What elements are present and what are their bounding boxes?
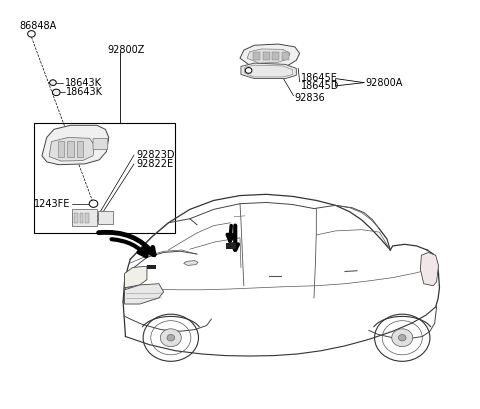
Text: 92823D: 92823D bbox=[136, 150, 174, 160]
Polygon shape bbox=[240, 44, 300, 67]
Text: 92800A: 92800A bbox=[365, 78, 403, 88]
Bar bbox=[282, 52, 288, 60]
FancyBboxPatch shape bbox=[93, 138, 108, 150]
Circle shape bbox=[167, 335, 175, 341]
Bar bbox=[263, 52, 270, 60]
Text: 18643K: 18643K bbox=[65, 78, 102, 88]
Bar bbox=[80, 213, 84, 223]
Text: 18643K: 18643K bbox=[66, 88, 103, 97]
Bar bbox=[85, 213, 89, 223]
Bar bbox=[74, 213, 78, 223]
Bar bbox=[147, 265, 156, 270]
Polygon shape bbox=[124, 266, 147, 288]
Circle shape bbox=[28, 31, 35, 37]
Circle shape bbox=[160, 329, 181, 347]
Polygon shape bbox=[420, 252, 439, 286]
Bar bbox=[226, 243, 236, 249]
Polygon shape bbox=[184, 261, 198, 265]
Polygon shape bbox=[49, 137, 95, 161]
Bar bbox=[77, 141, 84, 157]
Polygon shape bbox=[42, 125, 109, 165]
Bar bbox=[34, 123, 175, 233]
Bar bbox=[273, 52, 279, 60]
Bar bbox=[98, 211, 113, 224]
Circle shape bbox=[89, 200, 98, 207]
Circle shape bbox=[392, 329, 413, 347]
Text: 1243FE: 1243FE bbox=[34, 199, 70, 209]
Polygon shape bbox=[241, 63, 296, 79]
Bar bbox=[58, 141, 64, 157]
Circle shape bbox=[52, 89, 60, 96]
Text: 18645E: 18645E bbox=[301, 73, 338, 83]
Circle shape bbox=[398, 335, 406, 341]
Bar bbox=[253, 52, 260, 60]
Text: 86848A: 86848A bbox=[20, 21, 57, 31]
Polygon shape bbox=[124, 284, 164, 304]
Circle shape bbox=[245, 67, 252, 73]
Polygon shape bbox=[247, 49, 290, 63]
Text: 92836: 92836 bbox=[294, 93, 325, 103]
Text: 18645D: 18645D bbox=[301, 81, 339, 91]
Text: 92800Z: 92800Z bbox=[108, 45, 144, 55]
Circle shape bbox=[49, 80, 56, 85]
Bar bbox=[72, 209, 97, 226]
Text: 92822E: 92822E bbox=[136, 159, 173, 169]
Bar bbox=[67, 141, 74, 157]
